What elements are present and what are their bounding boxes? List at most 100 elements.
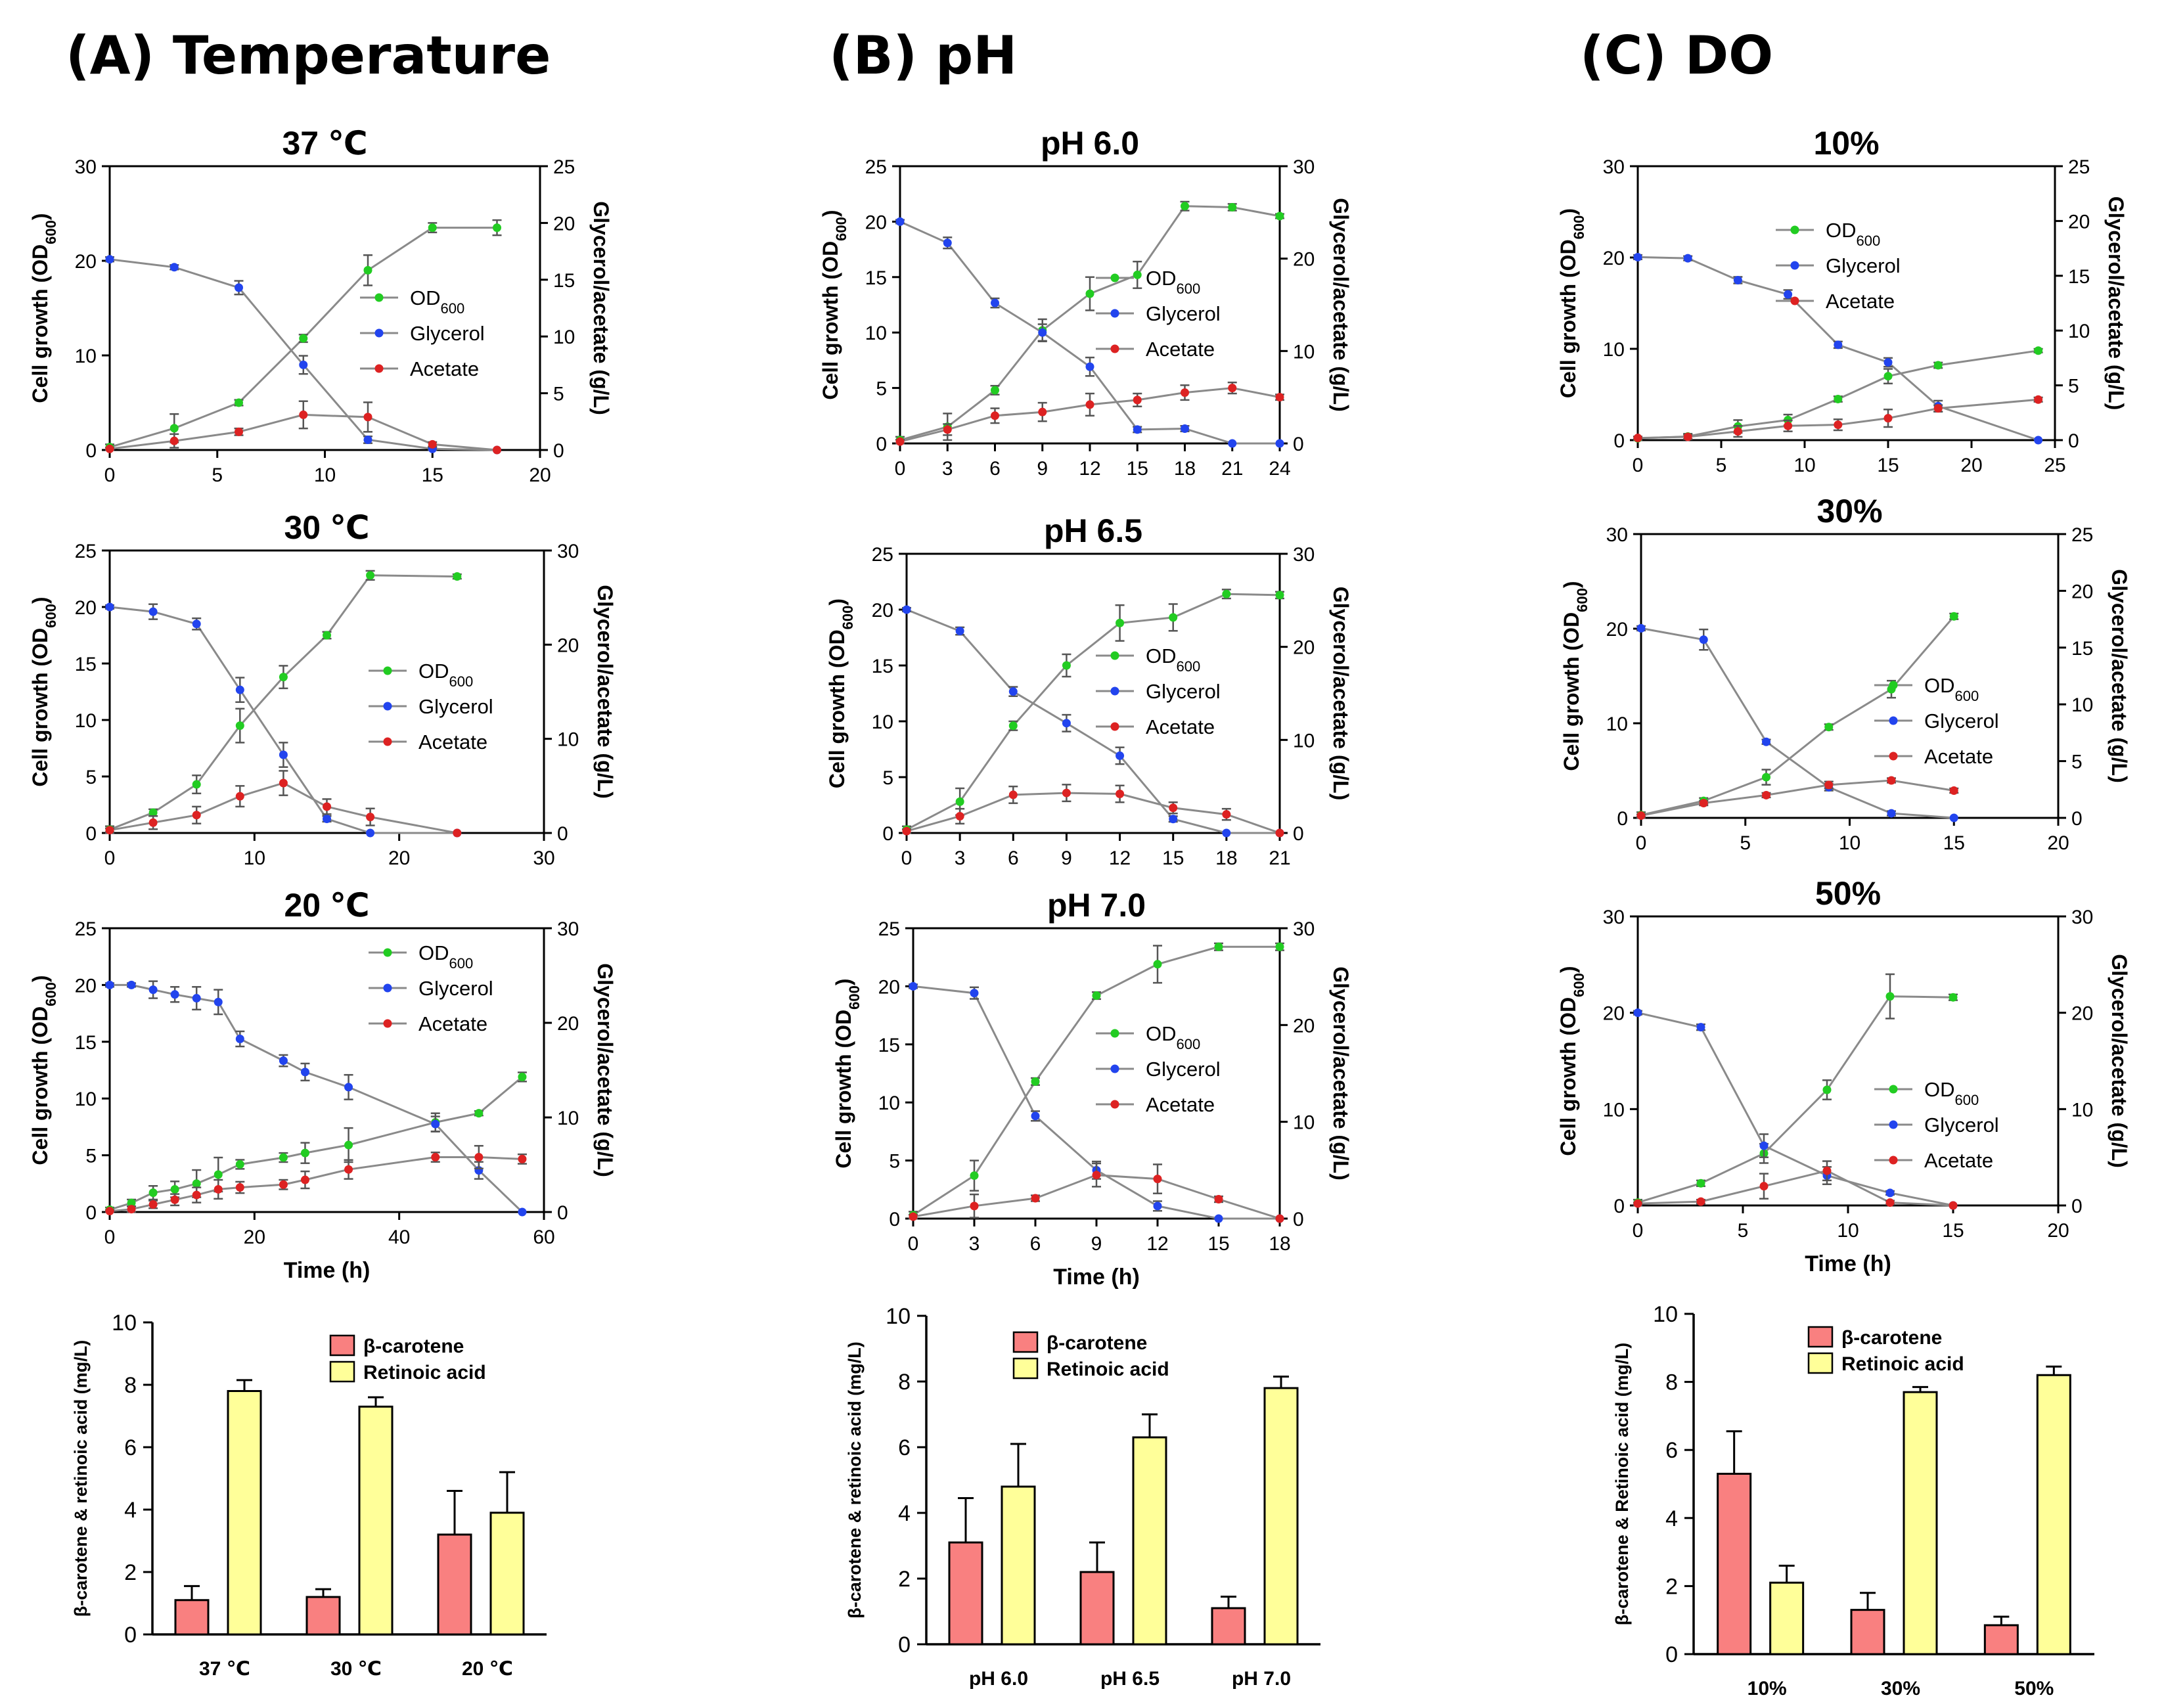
data-point-acetate [1883,414,1893,423]
data-point-acetate [1062,788,1071,798]
y-tick-label: 10 [75,710,97,732]
data-point-acetate [955,812,964,820]
y-axis-label: Cell growth (OD600) [1556,208,1587,398]
data-point-od600 [1762,773,1770,782]
x-tick-label: 9 [1037,458,1048,480]
data-point-acetate [1822,1166,1832,1175]
y2-tick-label: 25 [2071,524,2093,546]
bar-chart-2: 0 2 4 6 8 10 β-carotene & retinoic acid (mg/L)… [845,1304,1320,1690]
data-point-acetate [943,425,952,434]
data-point-acetate [1275,393,1284,402]
y-tick-label: 10 [75,1089,97,1110]
y-tick-label: 30 [1606,524,1628,546]
plot-frame [1636,165,2056,441]
data-point-od600 [518,1072,527,1081]
x-tick-label: 6 [1008,847,1019,869]
data-point-acetate [991,411,999,420]
y-axis-label: Cell growth (OD600) [825,598,856,788]
x-axis-label: Time (h) [284,1258,371,1283]
y2-tick-label: 5 [2068,376,2079,397]
y2-tick-label: 30 [1293,156,1315,178]
data-point-acetate [1733,427,1742,436]
data-point-glycerol [170,990,179,999]
y-tick-label: 25 [872,544,893,566]
x-tick-label: 20 [244,1226,265,1248]
y-axis-label: Cell growth (OD600) [819,210,849,399]
data-point-glycerol [1633,252,1642,261]
legend-marker [1790,296,1799,305]
chart-title: 50% [1815,875,1881,912]
data-point-acetate [1696,1197,1705,1206]
y2-tick-label: 0 [557,1202,568,1224]
data-point-acetate [192,1190,201,1200]
legend-label: Acetate [418,730,487,753]
legend-marker [1110,1100,1119,1109]
legend-marker [1889,1120,1898,1129]
data-point-glycerol [1885,1188,1895,1198]
y-tick-label: 25 [878,918,900,940]
data-point-glycerol [1883,358,1893,367]
bar-retinoicacid [1263,1387,1299,1646]
legend-label: Acetate [1146,1093,1215,1116]
data-point-od600 [323,631,331,640]
legend-marker [1110,686,1119,696]
x-tick-label: 5 [1716,455,1727,476]
bar-carotene [437,1533,472,1636]
category-label: 20 ℃ [462,1658,513,1680]
x-tick-label: 18 [1269,1233,1290,1255]
y2-tick-label: 10 [1293,1112,1315,1134]
data-point-acetate [1885,1198,1895,1207]
bar-carotene [1079,1571,1115,1646]
x-tick-label: 15 [1207,1233,1229,1255]
line-chart-5: pH 6.50 3 6 9 12 15 18 2105101520250102030Cell … [825,512,1353,869]
data-point-od600 [214,1170,223,1179]
legend-label: OD600 [1146,267,1200,297]
x-axis-label: Time (h) [1053,1265,1140,1290]
legend-label: Acetate [1924,1149,1993,1172]
y-tick-label: 20 [1603,1003,1625,1025]
legend-marker [383,702,392,711]
data-point-glycerol [1949,813,1958,822]
data-point-od600 [1275,591,1284,600]
legend-marker [1889,1085,1898,1094]
data-point-od600 [1885,992,1895,1001]
y2-tick-label: 5 [553,384,564,405]
legend-marker [383,737,392,746]
y-tick-label: 0 [1617,808,1628,830]
y2-tick-label: 0 [557,823,568,845]
legend-label: β-carotene [1841,1327,1942,1349]
data-point-acetate [970,1202,979,1211]
y2-tick-label: 15 [553,270,575,292]
data-point-od600 [955,797,964,806]
chart-title: 37 ℃ [282,125,367,162]
y-tick-label: 0 [85,823,97,845]
category-label: 10% [1747,1678,1787,1699]
legend-swatch [1012,1331,1039,1353]
data-point-acetate [1222,810,1231,819]
legend-label: Acetate [418,1012,487,1035]
x-tick-label: 15 [1943,832,1965,854]
data-point-od600 [970,1171,979,1180]
data-point-glycerol [1762,737,1770,746]
y2-tick-label: 20 [2071,581,2093,602]
legend-label: OD600 [1146,1022,1200,1052]
data-point-acetate [363,413,372,422]
data-point-glycerol [902,605,911,614]
y2-tick-label: 30 [1293,544,1315,566]
legend-label: Glycerol [418,695,493,718]
series-line-acetate [906,792,1280,834]
y-tick-label: 6 [898,1435,911,1460]
y-tick-label: 2 [124,1560,137,1585]
data-point-od600 [235,1159,244,1169]
y2-axis-label: Glycerol/acetate (g/L) [593,963,617,1177]
y2-tick-label: 30 [1293,918,1315,940]
data-point-acetate [1153,1175,1162,1184]
data-point-od600 [1133,270,1142,279]
data-point-od600 [1085,289,1094,298]
data-point-acetate [1784,421,1793,430]
x-tick-label: 0 [895,458,906,480]
y-tick-label: 0 [876,434,887,455]
series-line-acetate [1637,398,2039,439]
legend-label: Glycerol [1146,680,1221,703]
x-tick-label: 40 [388,1226,410,1248]
